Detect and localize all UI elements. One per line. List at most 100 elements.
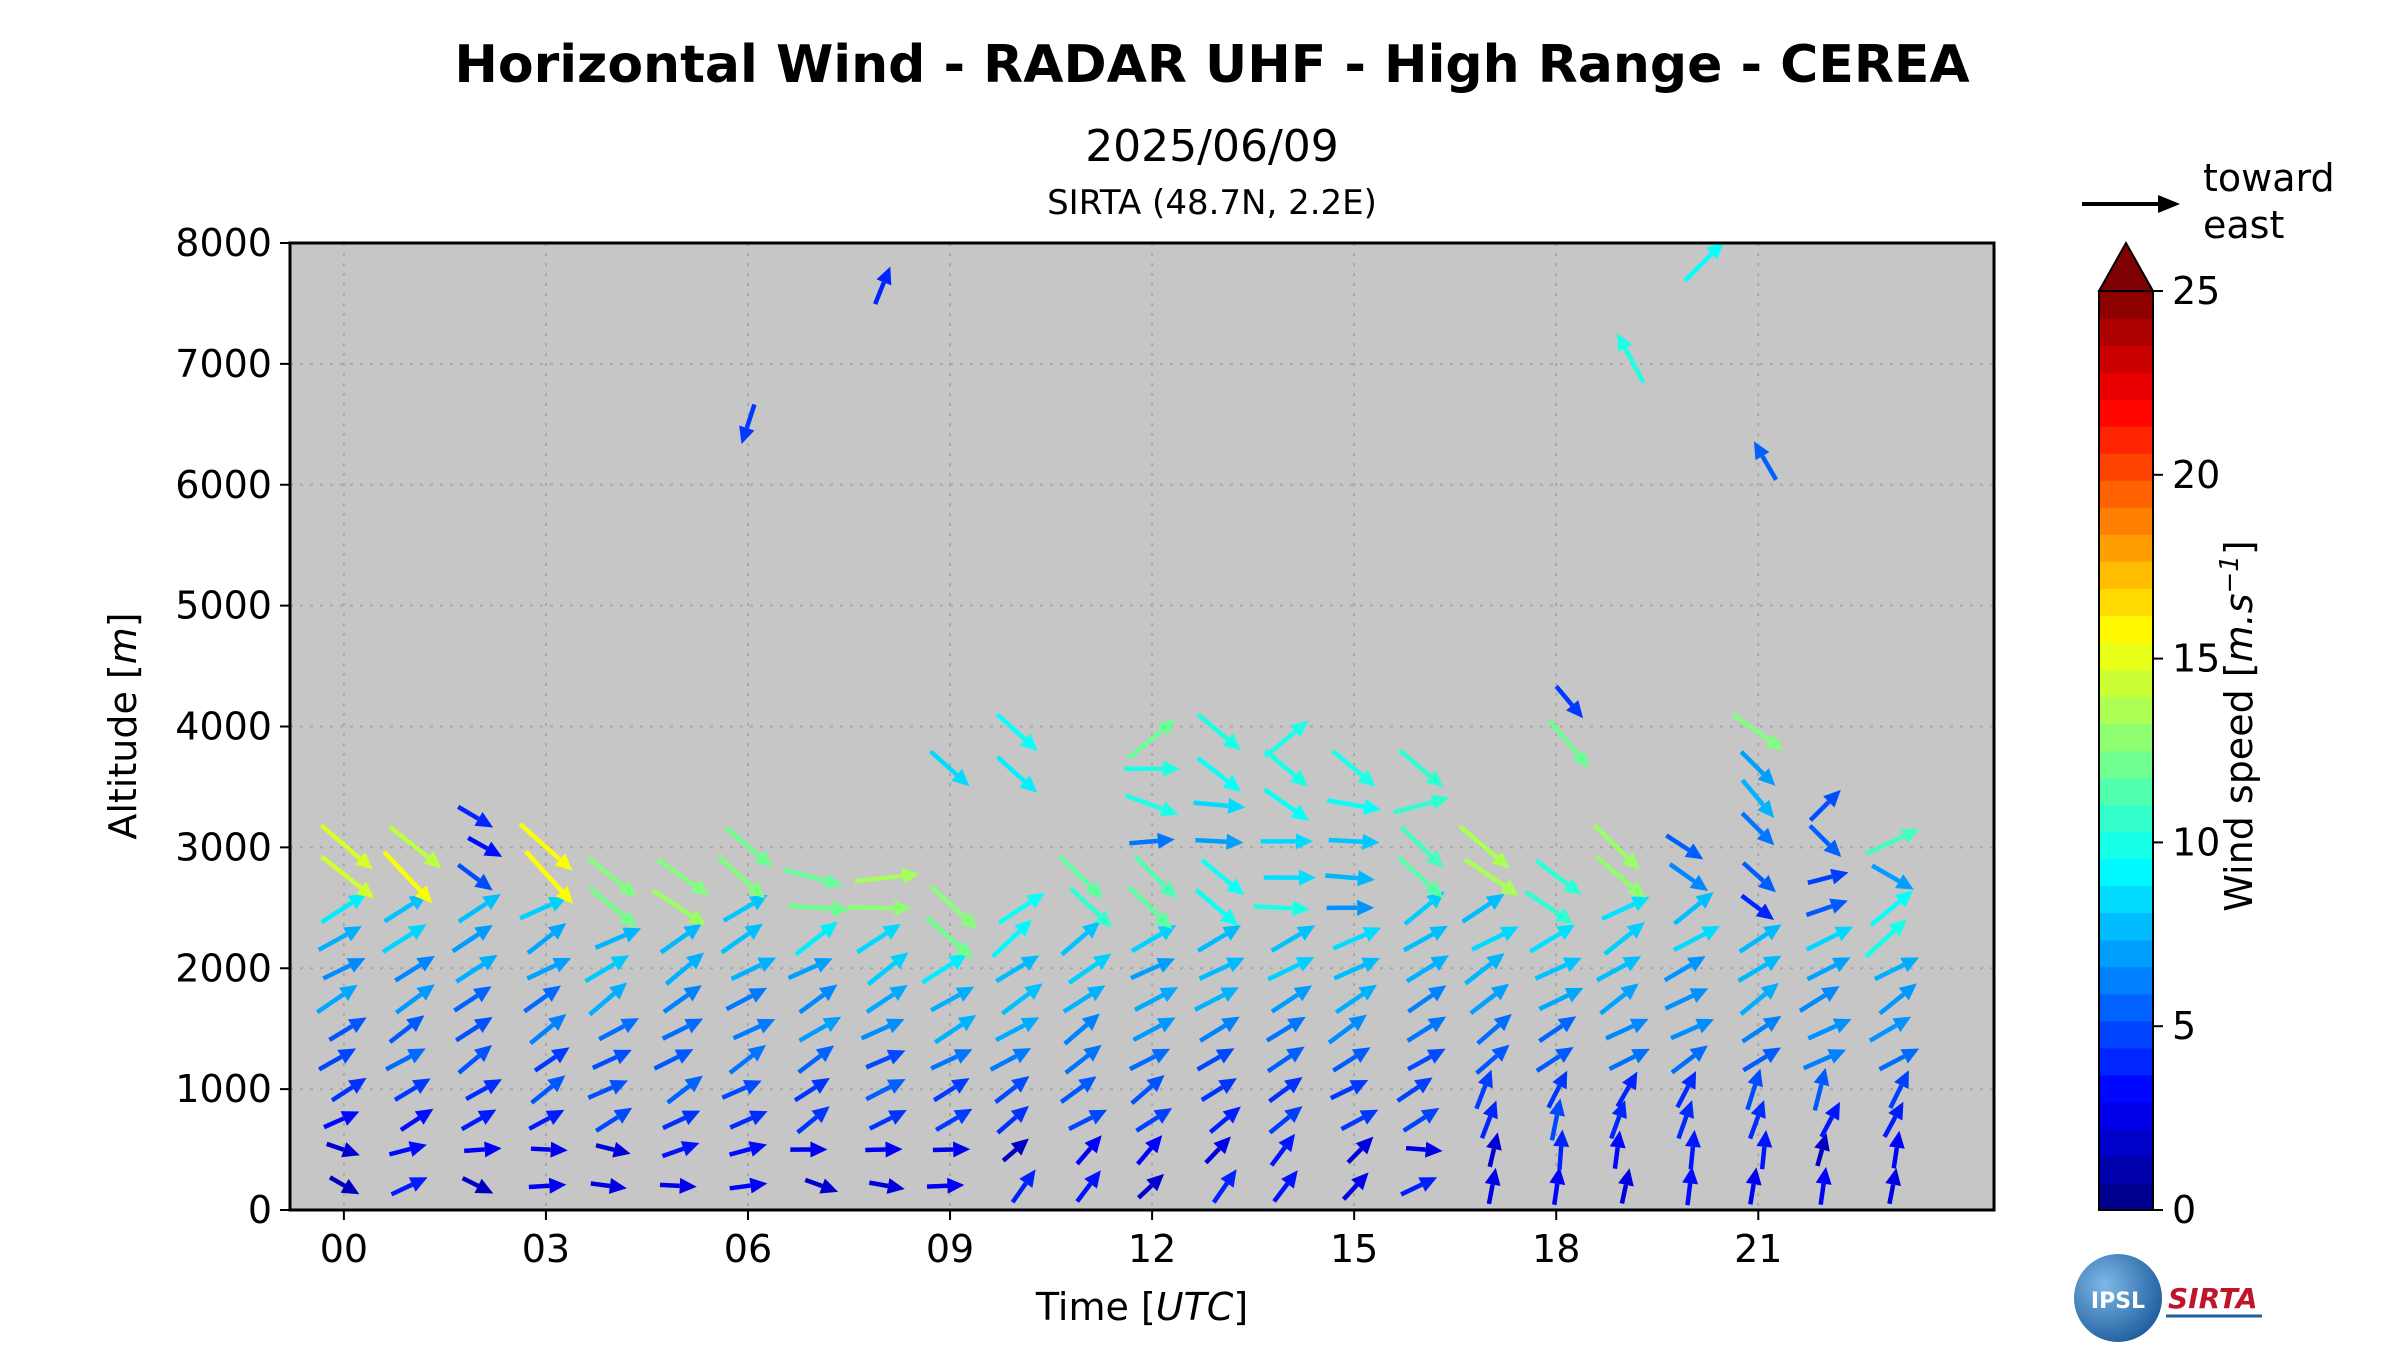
wind-arrow-shaft [996, 755, 1027, 784]
wind-arrow-shaft [1263, 749, 1297, 778]
wind-arrow [519, 896, 567, 921]
wind-arrow [1400, 1177, 1438, 1197]
wind-arrow-shaft [1402, 932, 1435, 953]
wind-arrow-shaft [1670, 1023, 1700, 1041]
wind-arrow [1402, 1107, 1440, 1133]
wind-arrow-head [748, 1110, 768, 1126]
wind-arrow [1461, 893, 1505, 924]
wind-arrow-head [408, 1141, 427, 1157]
wind-arrow-head [414, 885, 433, 904]
wind-arrow-head [347, 1077, 367, 1094]
wind-arrow-shaft [1399, 825, 1433, 858]
wind-arrow-head [1900, 957, 1920, 973]
wind-arrow [467, 835, 503, 857]
wind-arrow-head [1359, 1109, 1379, 1125]
wind-arrow [856, 923, 901, 955]
wind-arrow-shaft [787, 963, 819, 981]
wind-arrow-shaft [1332, 1054, 1358, 1073]
wind-arrow-shaft [1740, 778, 1765, 807]
colorbar-step [2099, 426, 2153, 454]
wind-arrow-shaft [659, 931, 690, 955]
wind-arrow-shaft [518, 822, 562, 862]
wind-arrow-shaft [1747, 1115, 1761, 1140]
wind-arrow-shaft [1341, 1183, 1359, 1201]
wind-arrow-shaft [1738, 931, 1769, 954]
wind-arrow-shaft [1406, 1023, 1434, 1043]
wind-arrow [729, 1177, 768, 1194]
wind-arrow [1745, 1068, 1763, 1111]
wind-arrow-head [1829, 898, 1848, 914]
wind-arrow-head [1218, 1078, 1237, 1094]
wind-arrow-shaft [388, 1146, 412, 1157]
wind-arrow-head [1088, 1109, 1108, 1125]
wind-arrow [1684, 1129, 1701, 1170]
wind-arrow [533, 1047, 570, 1073]
y-tick-label: 0 [248, 1188, 272, 1232]
wind-arrow-head [1898, 983, 1917, 1001]
wind-arrow-shaft [1469, 992, 1498, 1016]
wind-arrow-head [885, 1141, 903, 1158]
wind-arrow-head [1762, 1047, 1781, 1064]
wind-arrow-shaft [1864, 929, 1896, 959]
wind-arrow-head [951, 768, 970, 787]
wind-arrow-head [813, 958, 833, 973]
wind-arrow [1869, 890, 1914, 927]
wind-arrow-shaft [865, 1084, 892, 1102]
wind-arrow-head [955, 986, 975, 1002]
wind-arrow [1538, 1016, 1577, 1043]
wind-arrow-shaft [1870, 863, 1901, 884]
wind-arrow-shaft [1211, 1181, 1229, 1204]
sirta-logo-text: SIRTA [2168, 1282, 2257, 1315]
wind-arrow-head [1414, 1077, 1433, 1094]
colorbar-step [2099, 1128, 2153, 1157]
wind-arrow-head [748, 987, 768, 1003]
wind-arrow-shaft [796, 1115, 818, 1135]
wind-arrow-shaft [1135, 1146, 1153, 1166]
wind-arrow-shaft [1869, 899, 1902, 927]
wind-arrow-shaft [1486, 1184, 1495, 1205]
wind-arrow-shaft [860, 1023, 890, 1041]
wind-arrow-head [1900, 828, 1920, 844]
wind-arrow-head [1684, 843, 1704, 860]
wind-arrow-shaft [1663, 962, 1693, 983]
wind-arrow-head [890, 952, 909, 970]
wind-arrow [1200, 1078, 1237, 1102]
wind-arrow [787, 958, 833, 981]
wind-arrow-head [815, 1045, 835, 1063]
wind-arrow-shaft [1557, 1146, 1564, 1170]
wind-arrow [1396, 1077, 1433, 1103]
wind-arrow-shaft [587, 1085, 614, 1100]
wind-arrow-head [1762, 924, 1782, 941]
wind-arrow [1406, 1016, 1447, 1043]
wind-arrow-shaft [1878, 1054, 1906, 1072]
wind-arrow-head [1556, 924, 1576, 941]
wind-arrow-head [1355, 1136, 1374, 1155]
wind-arrow-head [1747, 1068, 1763, 1088]
wind-arrow-head [901, 867, 920, 884]
wind-arrow-head [1622, 956, 1642, 972]
wind-arrow-shaft [1463, 857, 1507, 889]
wind-arrow [995, 955, 1040, 984]
reference-arrow-head [2158, 195, 2180, 213]
wind-arrow-head [948, 953, 968, 970]
wind-arrow-shaft [1731, 712, 1772, 743]
wind-arrow [1327, 1014, 1367, 1045]
wind-arrow [457, 1044, 493, 1075]
wind-arrow-shaft [584, 961, 616, 984]
wind-arrow-head [545, 1109, 565, 1125]
wind-arrow-head [613, 1049, 632, 1065]
wind-arrow-head [1706, 243, 1724, 260]
wind-arrow-shaft [1664, 993, 1694, 1011]
wind-arrow-shaft [730, 962, 762, 981]
wind-arrow-shaft [328, 1175, 346, 1188]
wind-arrow [1885, 1167, 1902, 1205]
wind-arrow-head [1824, 1101, 1840, 1121]
wind-arrow-head [608, 1178, 627, 1194]
wind-arrow-head [1156, 958, 1176, 973]
wind-arrow-head [687, 909, 707, 926]
wind-arrow-shaft [318, 1054, 343, 1072]
colorbar-step [2099, 507, 2153, 535]
wind-arrow-head [882, 923, 901, 940]
wind-arrow [661, 1141, 700, 1159]
